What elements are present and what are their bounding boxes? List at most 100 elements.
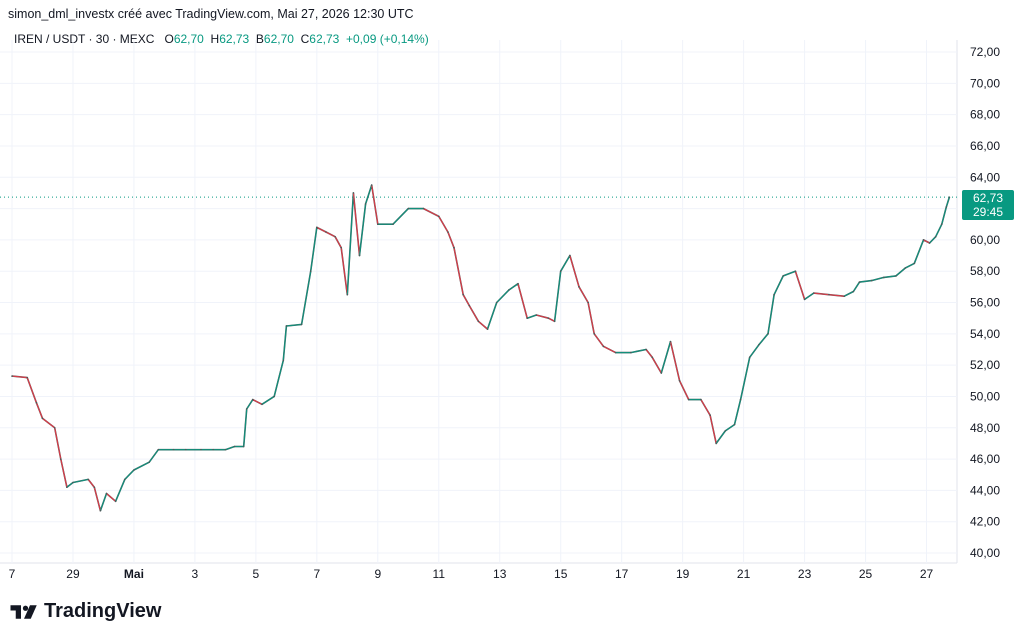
price-point xyxy=(569,254,571,257)
price-point xyxy=(35,401,38,404)
price-segment xyxy=(106,493,117,502)
price-point xyxy=(212,448,214,451)
tradingview-logo[interactable]: TradingView xyxy=(10,600,161,623)
price-point xyxy=(11,375,13,377)
price-point xyxy=(242,445,245,448)
price-point xyxy=(559,270,562,272)
price-segment xyxy=(508,283,519,291)
price-point xyxy=(904,267,906,269)
price-segment xyxy=(913,239,925,264)
x-tick-label: 3 xyxy=(192,567,199,581)
x-tick-label: 25 xyxy=(859,567,873,581)
price-point xyxy=(184,448,187,451)
symbol-name[interactable]: IREN / USDT · 30 · MEXC xyxy=(14,32,155,46)
price-segment xyxy=(935,223,943,238)
price-point xyxy=(285,325,288,327)
price-segment xyxy=(804,292,815,300)
price-point xyxy=(843,295,846,298)
price-point xyxy=(462,293,464,296)
x-tick-label: Mai xyxy=(124,567,144,581)
price-segment xyxy=(148,449,159,463)
tradingview-brand: TradingView xyxy=(44,600,162,622)
price-point xyxy=(495,301,498,304)
price-segment xyxy=(929,236,937,244)
price-point xyxy=(59,458,62,460)
price-point xyxy=(858,281,861,283)
price-point xyxy=(224,448,227,451)
x-tick-label: 15 xyxy=(554,567,568,581)
price-segment xyxy=(859,279,872,283)
price-segment xyxy=(852,281,860,292)
price-point xyxy=(828,293,830,296)
y-tick-label: 58,00 xyxy=(970,264,1000,278)
price-point xyxy=(468,304,471,307)
price-segment xyxy=(715,430,726,444)
price-segment xyxy=(133,461,150,471)
price-point xyxy=(883,276,885,279)
price-segment xyxy=(669,341,681,381)
price-segment xyxy=(273,360,284,397)
price-point xyxy=(105,492,108,495)
price-segment xyxy=(526,314,537,319)
price-point xyxy=(614,351,617,354)
price-point xyxy=(93,486,96,489)
price-point xyxy=(934,235,937,238)
y-tick-label: 72,00 xyxy=(970,45,1000,59)
y-tick-label: 64,00 xyxy=(970,170,1000,184)
price-segment xyxy=(767,294,775,334)
y-tick-label: 60,00 xyxy=(970,233,1000,247)
price-segment xyxy=(593,333,604,347)
price-segment xyxy=(282,325,287,361)
x-tick-label: 17 xyxy=(615,567,629,581)
price-segment xyxy=(334,236,342,248)
price-segment xyxy=(923,239,930,244)
price-point xyxy=(392,223,394,226)
price-point xyxy=(245,408,248,410)
price-point xyxy=(99,509,102,512)
price-point xyxy=(352,192,355,194)
y-tick-label: 56,00 xyxy=(970,296,1000,310)
price-point xyxy=(922,239,925,241)
x-tick-label: 29 xyxy=(66,567,80,581)
price-point xyxy=(812,292,815,294)
price-point xyxy=(602,345,605,348)
price-point xyxy=(517,282,519,285)
x-tick-label: 13 xyxy=(493,567,507,581)
price-point xyxy=(358,254,361,257)
close-label: C xyxy=(300,32,310,46)
open-value: 62,70 xyxy=(173,32,204,46)
price-point xyxy=(133,469,135,471)
price-point xyxy=(26,376,29,379)
tradingview-logo-icon xyxy=(10,604,37,619)
x-tick-label: 19 xyxy=(676,567,690,581)
price-point xyxy=(547,317,550,319)
price-point xyxy=(486,328,489,330)
price-point xyxy=(172,448,175,451)
price-point xyxy=(895,275,897,277)
y-tick-label: 44,00 xyxy=(970,483,1000,497)
price-point xyxy=(53,426,56,429)
price-point xyxy=(593,333,596,335)
price-segment xyxy=(709,415,717,444)
price-point xyxy=(309,270,312,272)
price-point xyxy=(407,207,410,210)
price-segment xyxy=(486,302,498,330)
price-segment xyxy=(246,399,254,410)
price-segment xyxy=(496,289,510,303)
price-segment xyxy=(301,271,312,325)
price-point xyxy=(72,481,74,484)
price-segment xyxy=(358,203,367,256)
price-point xyxy=(316,226,318,229)
y-tick-label: 40,00 xyxy=(970,546,1000,560)
price-point xyxy=(377,223,379,226)
price-point xyxy=(370,184,373,186)
price-point xyxy=(346,293,349,296)
price-segment xyxy=(749,344,760,358)
price-segment xyxy=(536,314,549,319)
price-point xyxy=(422,207,425,210)
price-point xyxy=(687,398,690,401)
y-tick-label: 46,00 xyxy=(970,452,1000,466)
price-point xyxy=(630,351,632,354)
price-chart[interactable]: 40,00 42,00 44,00 46,00 48,00 50,00 52,00 54,00… xyxy=(0,0,1024,590)
y-tick-label: 54,00 xyxy=(970,327,1000,341)
